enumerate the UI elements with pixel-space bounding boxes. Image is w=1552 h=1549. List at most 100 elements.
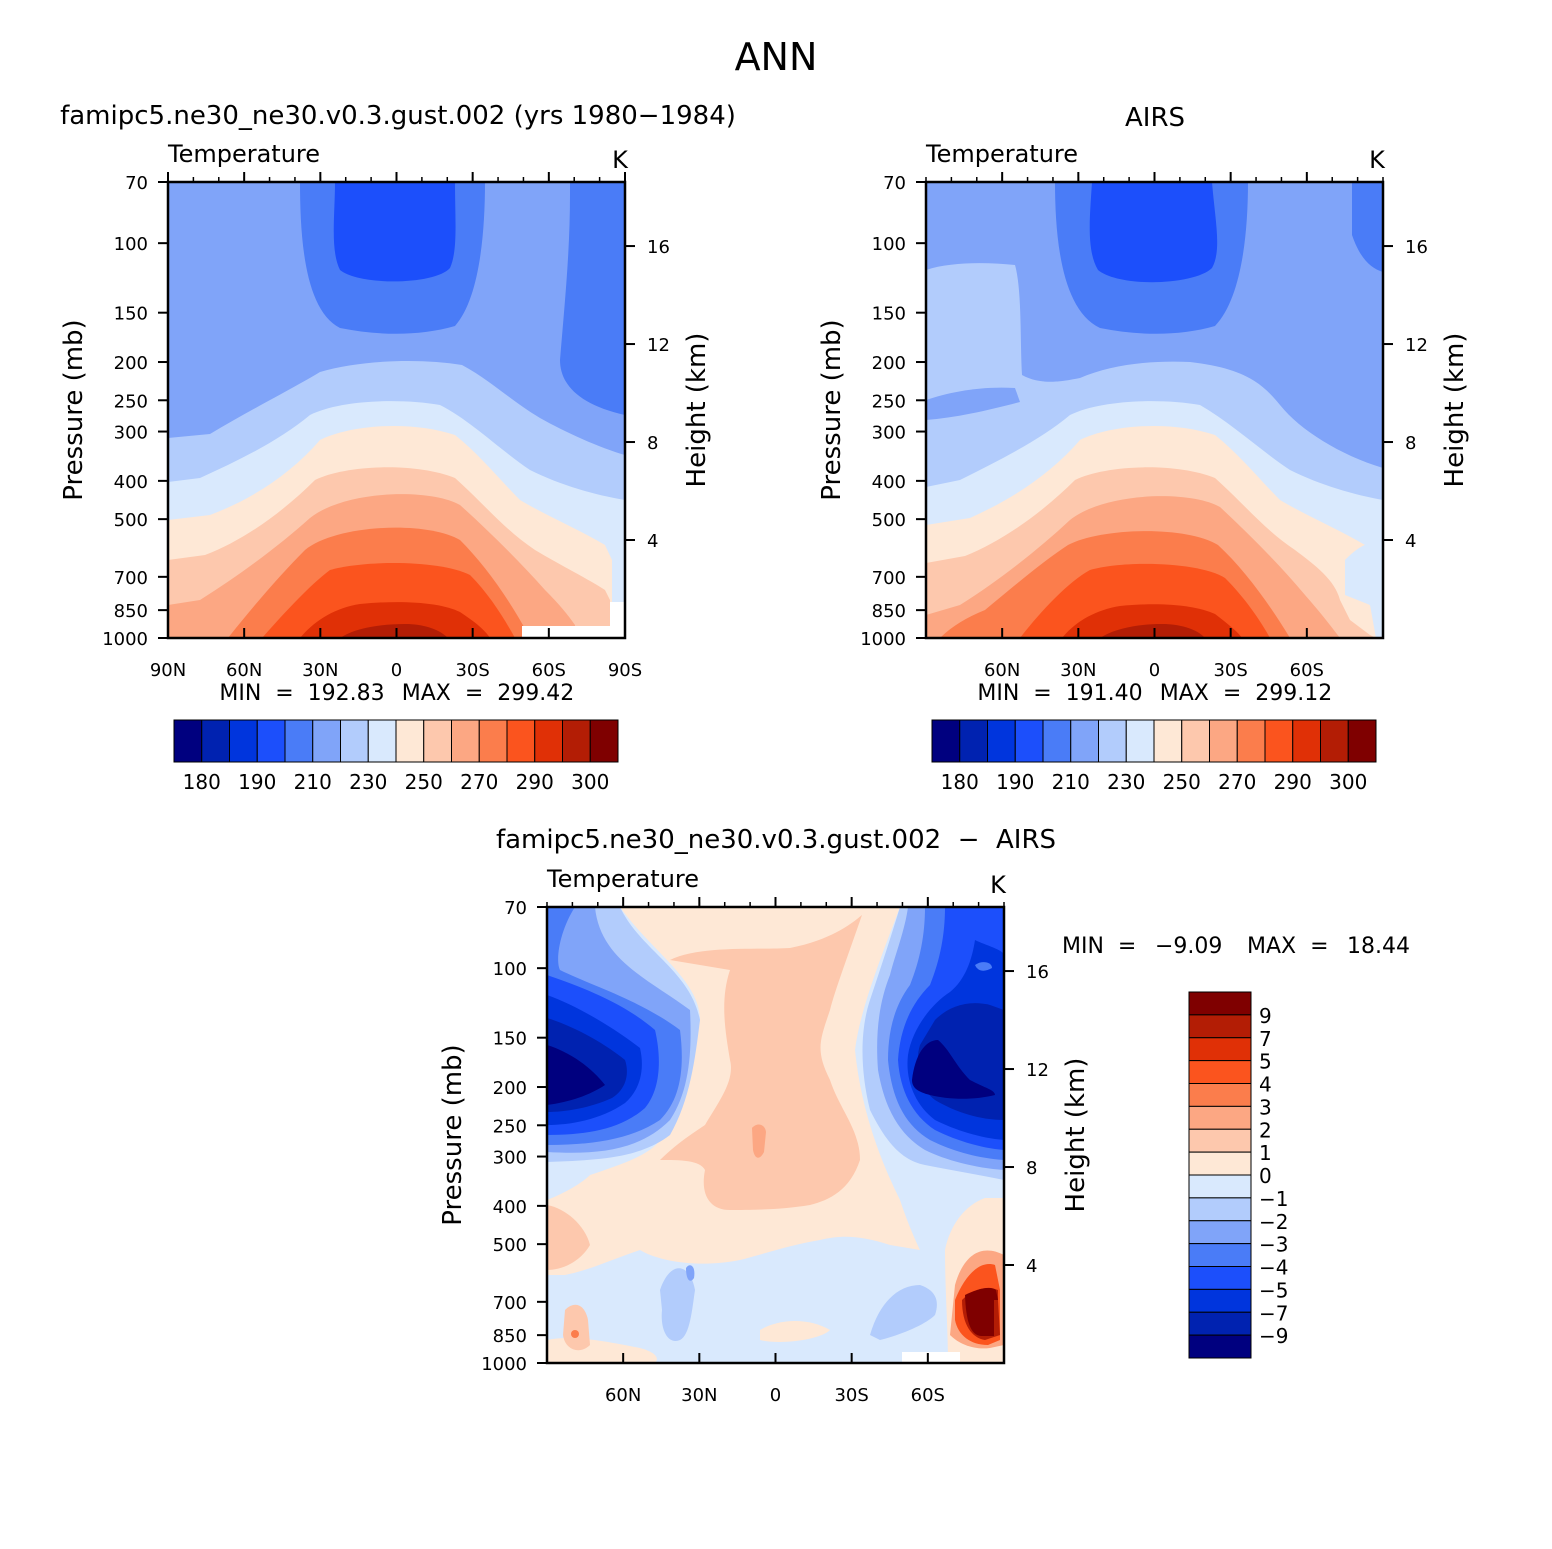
model-ytick-label: 300 <box>114 423 148 444</box>
diff-colorbar-box <box>1188 1060 1252 1084</box>
model-colorbar-label: 190 <box>238 770 276 794</box>
diff-colorbar-label: 3 <box>1259 1095 1272 1119</box>
obs-ytick-label: 150 <box>872 304 906 325</box>
diff-colorbar-label: −4 <box>1259 1256 1288 1280</box>
model-ytick-label: 70 <box>125 173 148 194</box>
model-colorbar-label: 230 <box>349 770 387 794</box>
obs-colorbar-box <box>1125 719 1155 763</box>
diff-colorbar-box <box>1188 1105 1252 1130</box>
panel-diff-variable: Temperature <box>546 865 699 893</box>
obs-colorbar-box <box>1292 719 1321 763</box>
diff-band-neg9-east <box>912 1040 995 1099</box>
diff-colorbar-box <box>1188 1334 1252 1359</box>
model-missing-data-right <box>610 602 625 638</box>
obs-colorbar-label: 230 <box>1107 770 1145 794</box>
diff-colorbar-label: 5 <box>1259 1050 1272 1074</box>
model-colorbar-label: 210 <box>294 770 332 794</box>
model-colorbar-label: 270 <box>460 770 498 794</box>
panel-obs: AIRS Temperature K 70 100 150 200 250 300 400 5… <box>817 103 1470 794</box>
panel-model-units: K <box>612 146 629 174</box>
obs-colorbar-box <box>1264 719 1294 763</box>
panel-diff-y2label: Height (km) <box>1061 1058 1091 1213</box>
diff-ytick-label: 700 <box>493 1293 527 1314</box>
panel-diff-min-label: MIN = <box>1062 934 1136 959</box>
obs-colorbar-label: 290 <box>1274 770 1312 794</box>
diff-colorbar-label: 0 <box>1259 1164 1272 1188</box>
obs-band-b6b <box>926 387 1020 420</box>
diff-colorbar-label: 7 <box>1259 1027 1272 1051</box>
diff-colorbar-box <box>1188 1288 1252 1313</box>
obs-colorbar-box <box>987 719 1016 763</box>
model-xtick-label: 0 <box>391 660 402 681</box>
diff-band-neg2-b <box>870 1285 937 1340</box>
panel-diff-units: K <box>990 871 1007 899</box>
diff-colorbar-label: −3 <box>1259 1233 1288 1257</box>
diff-band-pos9 <box>965 1287 998 1336</box>
diff-missing-data <box>902 1352 960 1363</box>
model-y2tick-label: 16 <box>647 237 670 258</box>
diff-ytick-label: 250 <box>493 1116 527 1137</box>
model-colorbar-box <box>423 719 452 763</box>
obs-ytick-label: 100 <box>872 234 906 255</box>
diff-y2tick-label: 12 <box>1026 1060 1049 1081</box>
obs-colorbar-label: 250 <box>1163 770 1201 794</box>
diff-colorbar-box <box>1188 991 1252 1016</box>
obs-y2tick-label: 4 <box>1405 531 1416 552</box>
obs-ytick-label: 1000 <box>860 629 906 650</box>
diff-y2tick-label: 16 <box>1026 962 1049 983</box>
obs-ytick-label: 850 <box>872 601 906 622</box>
diff-band-neg9-west <box>547 1045 605 1105</box>
model-ytick-label: 400 <box>114 472 148 493</box>
panel-model-title: famipc5.ne30_ne30.v0.3.gust.002 (yrs 198… <box>60 101 736 131</box>
model-ytick-label: 250 <box>114 391 148 412</box>
model-missing-data <box>522 626 610 638</box>
obs-colorbar-box <box>931 719 961 763</box>
obs-xtick-label: 0 <box>1149 660 1160 681</box>
model-ytick-label: 700 <box>114 568 148 589</box>
obs-ytick-label: 300 <box>872 423 906 444</box>
obs-colorbar-box <box>1098 719 1127 763</box>
diff-colorbar-box <box>1188 1266 1252 1290</box>
model-y2tick-label: 8 <box>647 433 658 454</box>
model-colorbar-box <box>367 719 397 763</box>
model-band-b13 <box>300 602 490 638</box>
panel-model-field <box>168 182 625 638</box>
model-colorbar-box <box>284 719 314 763</box>
diff-colorbar-label: −1 <box>1259 1187 1288 1211</box>
diff-colorbar-box <box>1188 1128 1252 1153</box>
obs-colorbar-label: 190 <box>996 770 1034 794</box>
obs-xtick-label: 60S <box>1290 660 1324 681</box>
model-ytick-label: 850 <box>114 601 148 622</box>
obs-colorbar-label: 180 <box>941 770 979 794</box>
model-ytick-label: 150 <box>114 304 148 325</box>
panel-obs-y2label: Height (km) <box>1440 333 1470 488</box>
obs-ytick-label: 400 <box>872 472 906 493</box>
model-xtick-label: 60N <box>226 660 262 681</box>
diff-ytick-label: 100 <box>493 959 527 980</box>
panel-diff: famipc5.ne30_ne30.v0.3.gust.002 − AIRS T… <box>438 825 1410 1406</box>
panel-obs-axes: 70 100 150 200 250 300 400 500 700 850 1000 16 12 8 4 6… <box>860 172 1428 681</box>
diff-ytick-label: 400 <box>493 1197 527 1218</box>
panel-diff-ylabel: Pressure (mb) <box>438 1044 468 1225</box>
diff-xtick-label: 60S <box>911 1385 945 1406</box>
diff-band-pos1 <box>660 915 862 1210</box>
model-ytick-label: 200 <box>114 353 148 374</box>
panel-model-y2label: Height (km) <box>682 333 712 488</box>
diff-band-neg2-a <box>660 1268 695 1341</box>
diff-ytick-label: 70 <box>504 898 527 919</box>
model-xtick-label: 30N <box>302 660 338 681</box>
model-xtick-label: 90S <box>608 660 642 681</box>
obs-colorbar-box <box>1181 719 1210 763</box>
diff-colorbar-box <box>1188 1151 1252 1176</box>
model-ytick-label: 500 <box>114 510 148 531</box>
obs-ytick-label: 70 <box>883 173 906 194</box>
diff-ytick-label: 150 <box>493 1029 527 1050</box>
model-colorbar-box <box>229 719 258 763</box>
obs-band-b2 <box>1089 182 1218 283</box>
diff-colorbar-box <box>1188 1197 1252 1222</box>
panel-diff-min-value: −9.09 <box>1155 934 1222 959</box>
model-colorbar-box <box>256 719 286 763</box>
diff-colorbar-box <box>1188 1174 1252 1199</box>
diff-colorbar-box <box>1188 1083 1252 1107</box>
